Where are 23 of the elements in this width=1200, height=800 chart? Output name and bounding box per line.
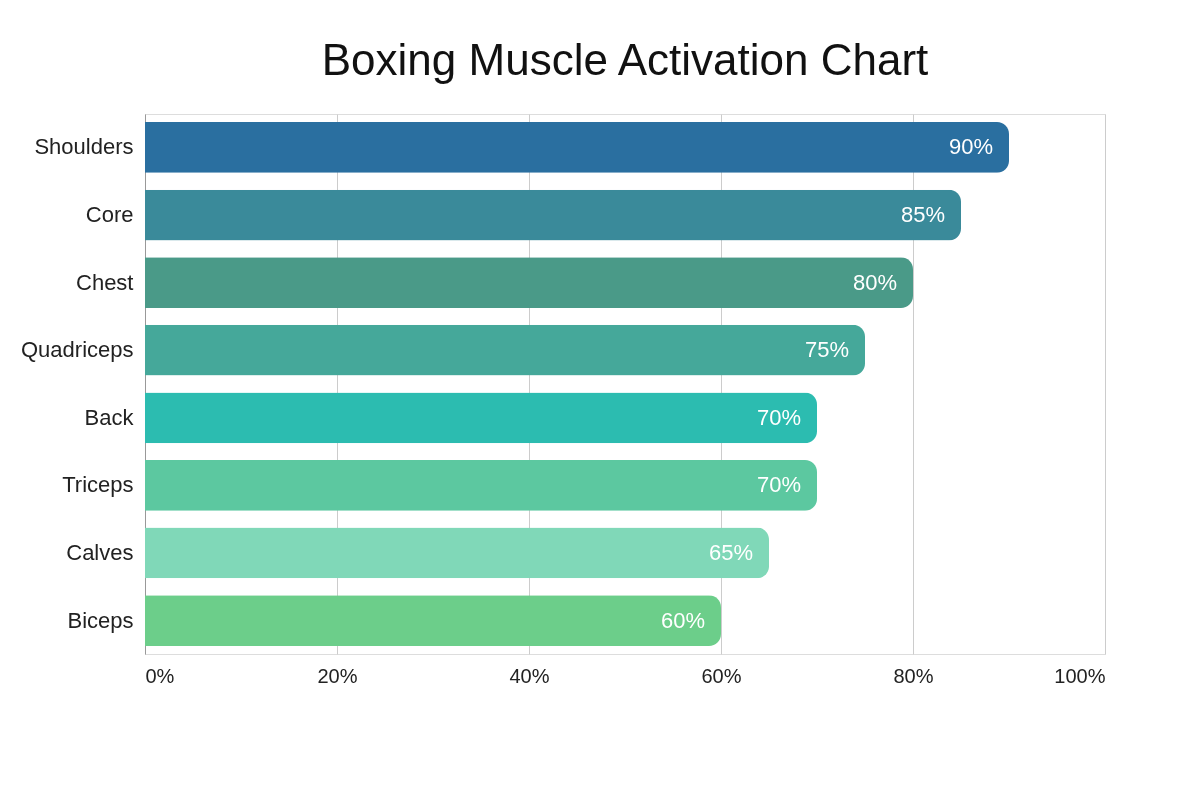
data-label: 70%	[756, 404, 801, 430]
data-label: 90%	[948, 134, 993, 160]
x-tick-label: 100%	[1054, 664, 1106, 687]
data-label: 65%	[708, 539, 753, 565]
data-label: 60%	[660, 607, 705, 633]
data-label: 70%	[756, 472, 801, 498]
y-tick-label: Calves	[66, 539, 134, 565]
x-tick-label: 40%	[509, 664, 550, 687]
y-tick-label: Shoulders	[34, 134, 134, 160]
chart-title: Boxing Muscle Activation Chart	[321, 35, 929, 84]
x-tick-label: 20%	[317, 664, 358, 687]
y-tick-label: Quadriceps	[20, 337, 134, 363]
y-tick-label: Core	[85, 202, 134, 228]
x-tick-label: 80%	[893, 664, 934, 687]
data-label: 80%	[852, 269, 897, 295]
x-tick-label: 60%	[701, 664, 742, 687]
data-label: 75%	[804, 337, 849, 363]
data-label: 85%	[900, 202, 945, 228]
y-tick-label: Chest	[76, 269, 134, 295]
y-tick-label: Biceps	[67, 607, 134, 633]
y-tick-label: Back	[84, 404, 135, 430]
x-tick-label: 0%	[145, 664, 175, 687]
y-tick-label: Triceps	[62, 472, 134, 498]
